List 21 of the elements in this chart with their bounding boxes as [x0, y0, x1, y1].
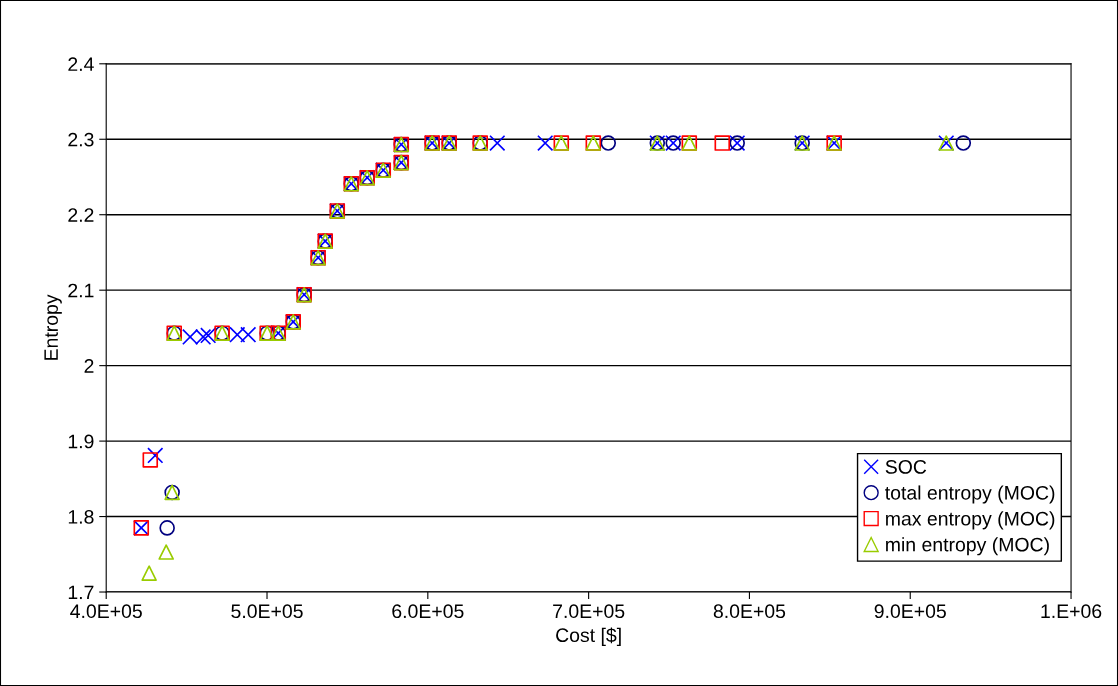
x-tick-label: 5.0E+05 [231, 604, 303, 619]
y-tick-label: 2 [84, 359, 94, 373]
x-tick-label: 6.0E+05 [392, 604, 464, 619]
y-tick-label: 2.1 [68, 283, 94, 298]
y-tick-label: 2.3 [68, 132, 94, 147]
y-axis-title: Entropy [44, 294, 62, 360]
legend-label: max entropy (MOC) [886, 511, 1055, 530]
y-tick-label: 2.2 [68, 208, 94, 222]
x-tick-label: 8.0E+05 [713, 604, 786, 619]
x-tick-label: 7.0E+05 [553, 604, 625, 619]
x-axis-title: Cost [$] [556, 627, 621, 646]
y-tick-label: 2.4 [68, 57, 94, 71]
legend-label: total entropy (MOC) [885, 485, 1055, 504]
x-tick-label: 1.E+06 [1041, 604, 1102, 619]
legend-label: min entropy (MOC) [886, 537, 1049, 556]
legend-label: SOC [885, 460, 927, 474]
x-tick-label: 4.0E+05 [70, 604, 142, 619]
x-tick-label: 9.0E+05 [874, 604, 946, 619]
y-tick-label: 1.9 [68, 434, 94, 449]
y-tick-label: 1.7 [68, 585, 94, 600]
y-tick-label: 1.8 [68, 510, 94, 524]
